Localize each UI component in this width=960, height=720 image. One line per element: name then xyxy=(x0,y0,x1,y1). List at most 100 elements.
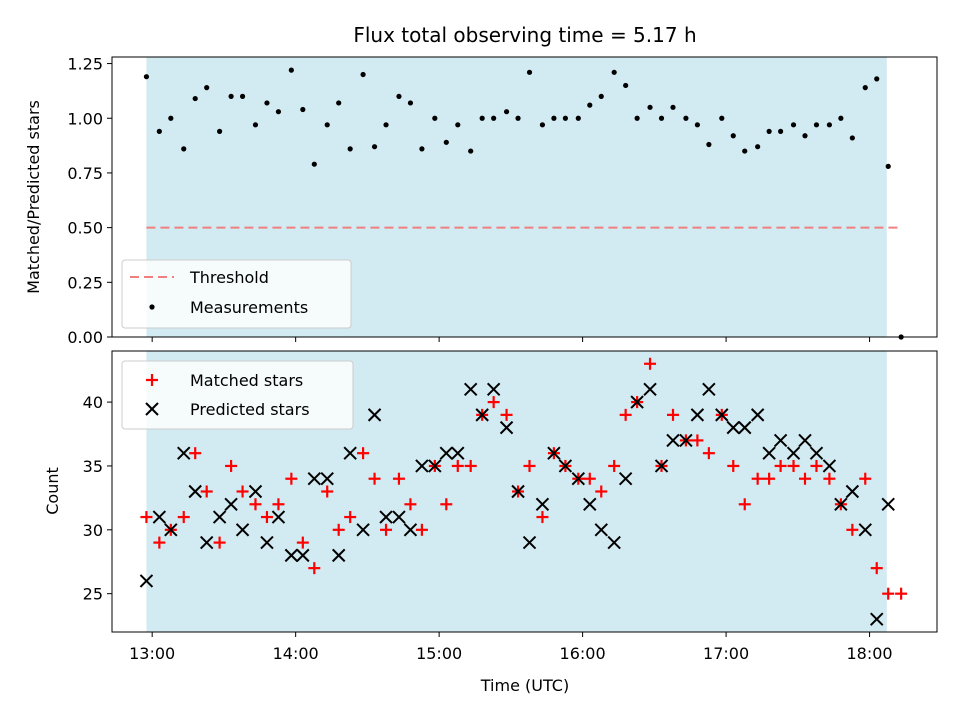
matched-star-point xyxy=(415,523,428,536)
measurement-point xyxy=(264,100,270,106)
top-y-tick-label: 0.75 xyxy=(67,164,103,183)
measurement-point xyxy=(647,104,653,110)
matched-star-point xyxy=(177,511,190,524)
top-x-ticks xyxy=(151,337,871,342)
bottom-y-tick-label: 25 xyxy=(83,585,103,604)
predicted-star-point xyxy=(679,433,693,448)
x-axis-label: Time (UTC) xyxy=(480,676,569,695)
predicted-star-point xyxy=(690,408,705,422)
predicted-star-point xyxy=(750,408,765,422)
matched-star-point xyxy=(272,498,285,511)
matched-star-point xyxy=(392,472,405,485)
measurement-point xyxy=(611,69,617,75)
predicted-star-point xyxy=(535,497,550,511)
predicted-star-point xyxy=(428,459,442,473)
matched-star-point xyxy=(536,511,549,524)
measurement-point xyxy=(347,146,353,152)
predicted-legend-swatch xyxy=(145,402,159,416)
predicted-star-point xyxy=(798,433,812,448)
matched-star-point xyxy=(404,498,417,511)
bottom-x-tick-label: 18:00 xyxy=(847,644,893,663)
predicted-star-point xyxy=(858,523,872,537)
measurement-point xyxy=(371,144,378,150)
predicted-star-point xyxy=(845,484,860,499)
predicted-star-point xyxy=(511,484,525,499)
predicted-star-point xyxy=(403,523,418,537)
predicted-star-point xyxy=(475,408,489,422)
predicted-star-point xyxy=(415,459,429,473)
predicted-star-point xyxy=(271,510,286,524)
matched-star-point xyxy=(200,485,213,498)
measurement-point xyxy=(143,74,150,80)
predicted-star-point xyxy=(296,548,310,563)
matched-star-point xyxy=(667,408,679,421)
bottom-legend-box xyxy=(121,360,354,430)
matched-star-point xyxy=(380,523,393,536)
matched-star-point xyxy=(787,459,800,472)
predicted-star-point xyxy=(177,446,191,460)
matched-star-point xyxy=(644,357,657,370)
matched-legend-label: Matched stars xyxy=(190,371,303,390)
predicted-star-point xyxy=(726,420,740,435)
predicted-star-point xyxy=(822,459,837,473)
matched-star-point xyxy=(702,447,715,460)
measurement-point xyxy=(551,115,557,121)
measurement-point xyxy=(790,122,797,128)
measurement-point xyxy=(275,109,282,115)
bottom-x-tick-label: 16:00 xyxy=(560,644,606,663)
measurement-point xyxy=(670,104,676,110)
measurement-point xyxy=(683,115,689,121)
matched-star-point xyxy=(285,472,298,485)
measurements-legend-swatch xyxy=(149,304,155,310)
measurement-point xyxy=(838,115,844,121)
predicted-star-point xyxy=(486,382,501,397)
measurement-point xyxy=(598,93,604,99)
predicted-star-point xyxy=(320,472,334,486)
matched-star-point xyxy=(895,587,908,600)
top-y-tick-label: 0.25 xyxy=(67,273,103,292)
measurement-point xyxy=(575,115,581,121)
measurement-point xyxy=(383,122,389,128)
predicted-star-point xyxy=(834,497,848,511)
matched-star-point xyxy=(440,498,453,511)
matched-star-point xyxy=(810,459,823,472)
measurement-point xyxy=(168,115,174,121)
predicted-star-point xyxy=(379,510,393,524)
predicted-star-point xyxy=(594,523,608,537)
top-y-axis-label: Matched/Predicted stars xyxy=(24,100,43,294)
matched-star-point xyxy=(691,434,704,447)
measurement-point xyxy=(503,109,510,115)
predicted-star-point xyxy=(571,472,586,486)
measurement-point xyxy=(311,161,317,167)
matched-star-point xyxy=(308,562,321,575)
measurement-point xyxy=(706,141,712,148)
measurement-point xyxy=(396,93,402,99)
predicted-star-point xyxy=(618,472,633,486)
predicted-star-point xyxy=(809,446,824,460)
measurement-point xyxy=(419,146,425,152)
matched-star-point xyxy=(321,485,334,498)
matched-star-point xyxy=(451,459,464,472)
predicted-star-point xyxy=(607,535,621,550)
measurement-point xyxy=(862,85,868,91)
bottom-x-tick-label: 13:00 xyxy=(129,644,175,663)
measurements-legend-label: Measurements xyxy=(190,298,308,317)
bottom-x-tick-label: 14:00 xyxy=(273,644,319,663)
measurement-point xyxy=(766,128,772,134)
matched-star-point xyxy=(140,511,153,524)
measurement-point xyxy=(288,67,294,73)
measurement-point xyxy=(360,71,366,78)
measurement-point xyxy=(813,122,820,128)
predicted-star-point xyxy=(558,459,573,473)
matched-star-point xyxy=(727,459,740,472)
predicted-star-point xyxy=(392,510,406,524)
predicted-star-point xyxy=(439,446,454,460)
predicted-star-point xyxy=(343,446,357,460)
measurement-point xyxy=(778,128,784,134)
top-legend: Threshold Measurements xyxy=(121,259,352,329)
predicted-star-point xyxy=(451,446,465,460)
predicted-star-point xyxy=(367,408,382,422)
bottom-x-ticks: 13:00 14:00 15:00 16:00 17:00 18:00 xyxy=(129,632,893,663)
predicted-star-point xyxy=(738,420,752,435)
